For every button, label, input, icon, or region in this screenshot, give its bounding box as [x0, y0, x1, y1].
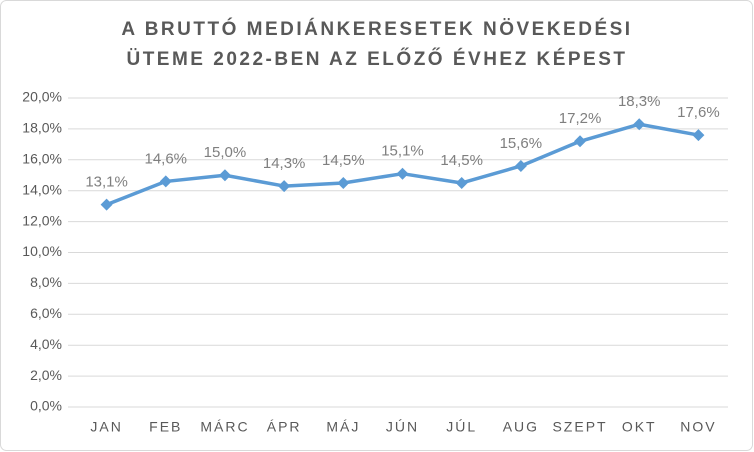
y-tick-label: 20,0% [22, 89, 62, 105]
x-tick-label: SZEPT [552, 419, 607, 435]
chart-title: ÜTEME 2022-BEN AZ ELŐZŐ ÉVHEZ KÉPEST [126, 48, 627, 70]
data-label: 14,5% [322, 152, 365, 169]
data-label: 15,1% [381, 143, 424, 160]
marker [514, 159, 527, 172]
marker [455, 176, 468, 189]
y-tick-label: 12,0% [22, 212, 62, 228]
marker [692, 129, 705, 142]
x-tick-label: AUG [503, 419, 539, 435]
y-tick-label: 4,0% [30, 336, 62, 352]
data-label: 15,6% [500, 135, 543, 152]
x-tick-label: ÁPR [267, 419, 302, 435]
marker [337, 176, 350, 189]
y-tick-label: 14,0% [22, 181, 62, 197]
y-tick-label: 8,0% [30, 274, 62, 290]
data-label: 14,6% [144, 150, 187, 167]
x-tick-label: JÚL [446, 419, 477, 435]
marker [159, 175, 172, 188]
marker [574, 135, 587, 148]
y-tick-label: 6,0% [30, 305, 62, 321]
marker [633, 118, 646, 131]
x-tick-label: MÁRC [200, 419, 249, 435]
y-tick-label: 10,0% [22, 243, 62, 259]
y-tick-label: 0,0% [30, 398, 62, 414]
data-label: 13,1% [85, 174, 128, 191]
x-tick-label: JÚN [386, 419, 419, 435]
x-tick-label: NOV [680, 419, 716, 435]
data-label: 15,0% [204, 144, 247, 161]
marker [218, 169, 231, 182]
y-tick-label: 18,0% [22, 120, 62, 136]
x-tick-label: MÁJ [326, 419, 360, 435]
y-tick-label: 2,0% [30, 367, 62, 383]
marker [396, 167, 409, 180]
marker [100, 198, 113, 211]
data-label: 17,2% [559, 110, 602, 127]
data-label: 17,6% [677, 104, 720, 121]
x-tick-label: JAN [90, 419, 122, 435]
data-label: 14,5% [440, 152, 483, 169]
chart-title: A BRUTTÓ MEDIÁNKERESETEK NÖVEKEDÉSI [121, 18, 632, 40]
data-label: 14,3% [263, 155, 306, 172]
marker [278, 180, 291, 193]
y-tick-label: 16,0% [22, 151, 62, 167]
x-tick-label: OKT [622, 419, 657, 435]
data-label: 18,3% [618, 93, 661, 110]
x-tick-label: FEB [149, 419, 182, 435]
